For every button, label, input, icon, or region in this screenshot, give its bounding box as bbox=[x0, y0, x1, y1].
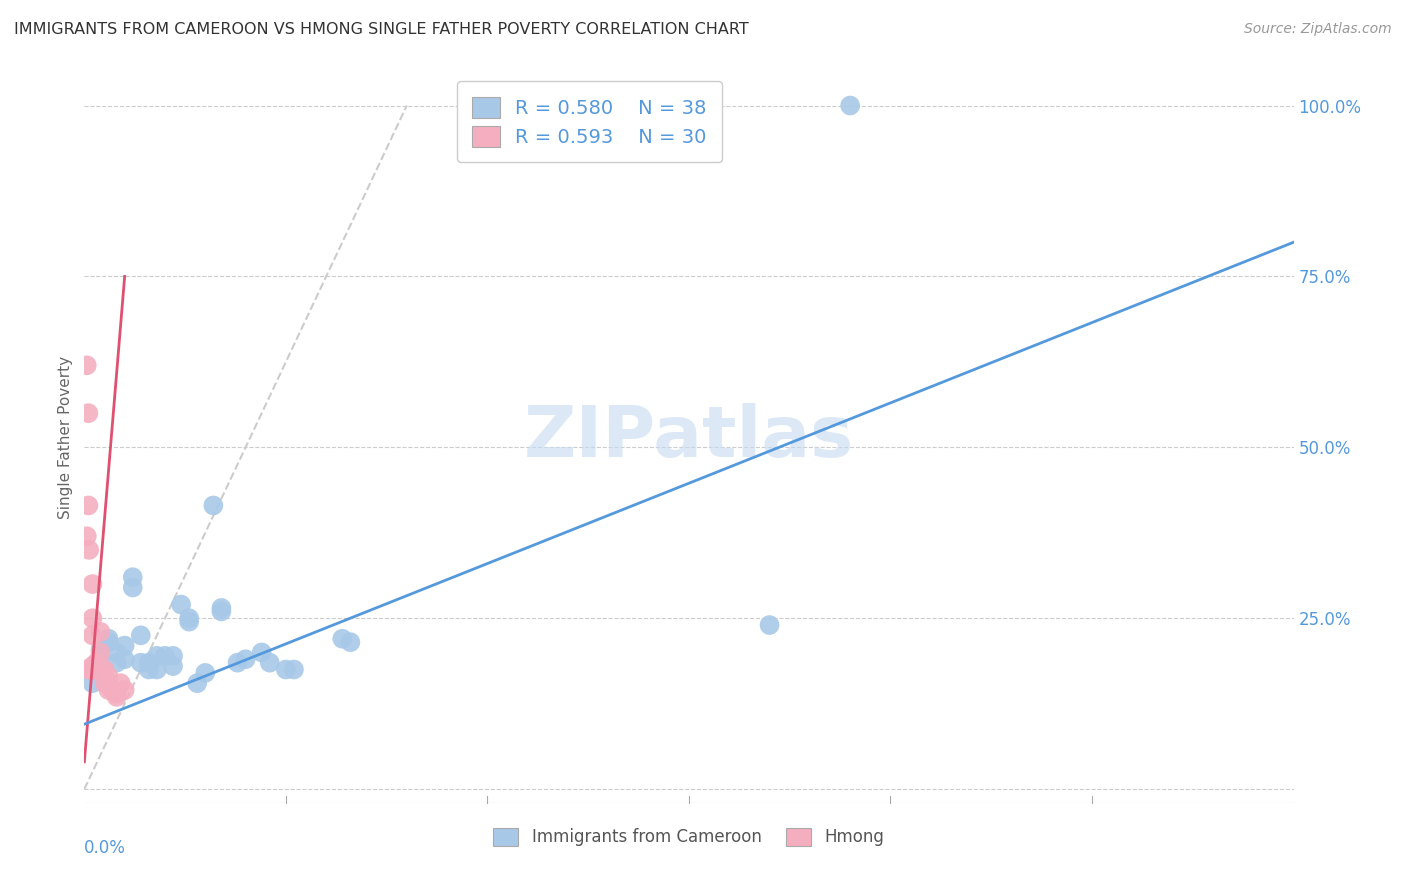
Point bbox=[105, 690, 128, 704]
Point bbox=[170, 598, 193, 612]
Point bbox=[250, 645, 273, 659]
Point bbox=[114, 639, 136, 653]
Point bbox=[121, 581, 143, 595]
Point bbox=[82, 611, 104, 625]
Point bbox=[105, 686, 128, 700]
Point bbox=[209, 601, 232, 615]
Point bbox=[330, 632, 353, 646]
Point bbox=[114, 652, 136, 666]
Point bbox=[339, 635, 361, 649]
Point bbox=[89, 663, 111, 677]
Point bbox=[138, 656, 160, 670]
Point bbox=[179, 615, 201, 629]
Point bbox=[93, 663, 115, 677]
Point bbox=[259, 656, 281, 670]
Text: ZIPatlas: ZIPatlas bbox=[524, 402, 853, 472]
Point bbox=[110, 676, 132, 690]
Point bbox=[89, 624, 111, 639]
Point bbox=[114, 683, 136, 698]
Point bbox=[194, 665, 217, 680]
Point bbox=[82, 628, 104, 642]
Point bbox=[89, 648, 111, 663]
Point bbox=[89, 642, 111, 657]
Legend: Immigrants from Cameroon, Hmong: Immigrants from Cameroon, Hmong bbox=[486, 821, 891, 853]
Point bbox=[97, 676, 120, 690]
Point bbox=[121, 570, 143, 584]
Point bbox=[86, 663, 108, 677]
Point bbox=[226, 656, 249, 670]
Point bbox=[76, 529, 98, 543]
Point bbox=[77, 542, 100, 557]
Point bbox=[129, 656, 152, 670]
Point bbox=[146, 663, 169, 677]
Point bbox=[153, 648, 176, 663]
Point bbox=[89, 645, 111, 659]
Point bbox=[186, 676, 208, 690]
Point bbox=[93, 676, 115, 690]
Text: Source: ZipAtlas.com: Source: ZipAtlas.com bbox=[1244, 22, 1392, 37]
Text: IMMIGRANTS FROM CAMEROON VS HMONG SINGLE FATHER POVERTY CORRELATION CHART: IMMIGRANTS FROM CAMEROON VS HMONG SINGLE… bbox=[14, 22, 749, 37]
Point bbox=[283, 663, 305, 677]
Point bbox=[129, 628, 152, 642]
Point bbox=[80, 663, 103, 677]
Point bbox=[162, 648, 184, 663]
Point bbox=[105, 645, 128, 659]
Point bbox=[77, 406, 100, 420]
Point bbox=[274, 663, 297, 677]
Point bbox=[97, 632, 120, 646]
Point bbox=[97, 669, 120, 683]
Point bbox=[202, 499, 225, 513]
Point bbox=[235, 652, 257, 666]
Point bbox=[758, 618, 780, 632]
Point bbox=[138, 663, 160, 677]
Point bbox=[162, 659, 184, 673]
Point bbox=[209, 604, 232, 618]
Point bbox=[146, 648, 169, 663]
Point bbox=[82, 659, 104, 673]
Point bbox=[76, 359, 98, 373]
Point bbox=[82, 577, 104, 591]
Point bbox=[101, 683, 124, 698]
Y-axis label: Single Father Poverty: Single Father Poverty bbox=[58, 356, 73, 518]
Point bbox=[86, 663, 108, 677]
Point bbox=[105, 656, 128, 670]
Point bbox=[97, 635, 120, 649]
Point bbox=[179, 611, 201, 625]
Point bbox=[97, 683, 120, 698]
Point bbox=[89, 663, 111, 677]
Point bbox=[77, 663, 100, 677]
Point bbox=[839, 98, 862, 112]
Point bbox=[82, 676, 104, 690]
Point bbox=[86, 656, 108, 670]
Point bbox=[82, 663, 104, 677]
Point bbox=[83, 663, 105, 677]
Text: 0.0%: 0.0% bbox=[84, 839, 127, 857]
Point bbox=[77, 499, 100, 513]
